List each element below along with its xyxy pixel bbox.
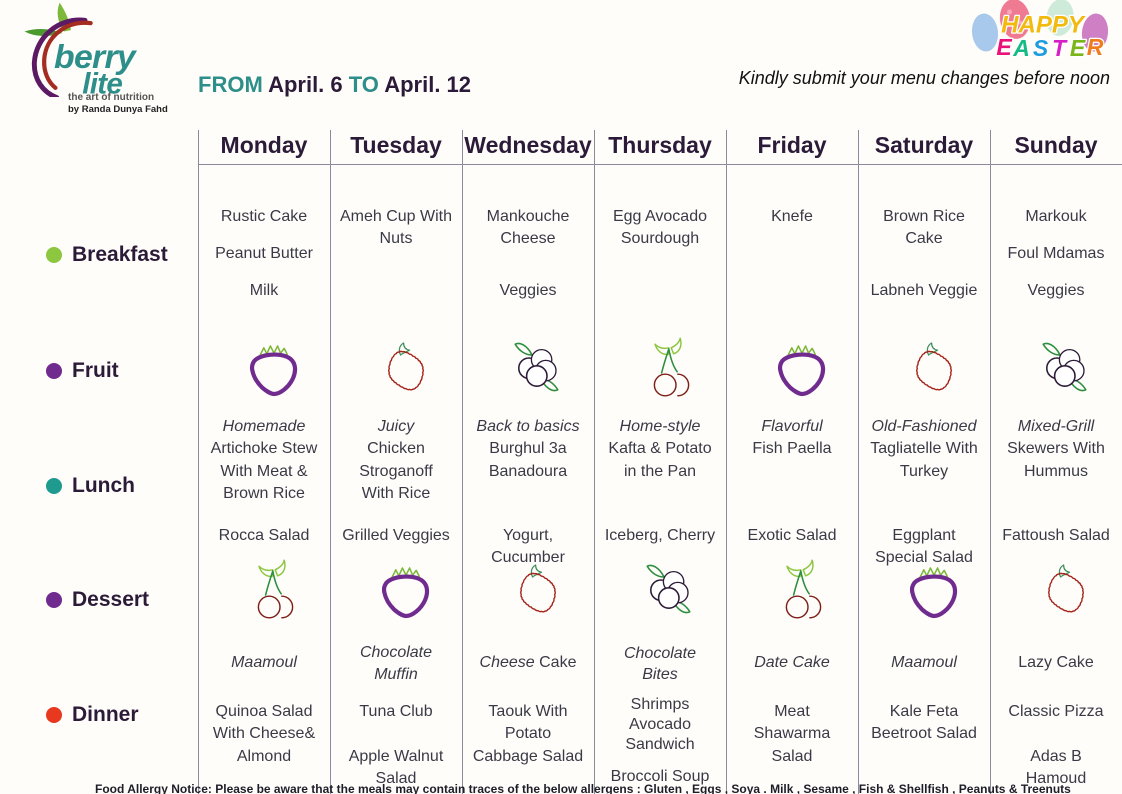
- svg-text:E: E: [996, 34, 1012, 60]
- svg-text:A: A: [1012, 35, 1030, 61]
- svg-text:T: T: [1052, 35, 1068, 61]
- svg-text:S: S: [1033, 35, 1049, 61]
- svg-text:HAPPY: HAPPY: [1001, 12, 1086, 39]
- svg-text:E: E: [1070, 35, 1086, 61]
- svg-text:R: R: [1087, 34, 1104, 60]
